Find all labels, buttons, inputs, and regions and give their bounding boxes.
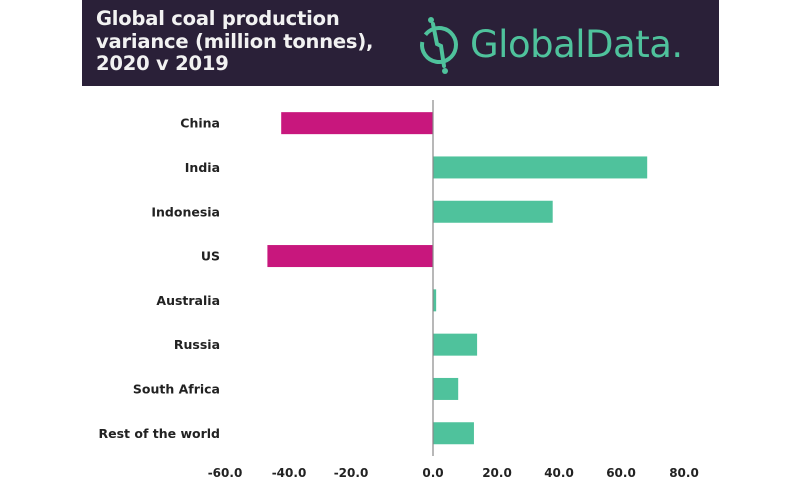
x-tick-label: 20.0 [482, 466, 512, 480]
bar-us [267, 245, 433, 268]
chart-header: Global coal production variance (million… [82, 0, 719, 86]
category-label: China [180, 116, 220, 131]
bar-rest-of-the-world [433, 422, 474, 445]
title-line-2: variance (million tonnes), [96, 29, 374, 53]
x-tick-label: 40.0 [544, 466, 574, 480]
x-tick-label: 60.0 [606, 466, 636, 480]
chart-title: Global coal production variance (million… [96, 7, 426, 76]
bar-south-africa [433, 377, 459, 400]
category-label: India [185, 160, 220, 175]
bar-australia [433, 289, 437, 312]
bar-indonesia [433, 200, 553, 223]
category-label: US [201, 249, 220, 264]
globaldata-logo: GlobalData. [416, 14, 683, 74]
bar-china [281, 112, 433, 135]
title-line-3: 2020 v 2019 [96, 52, 229, 75]
bar-russia [433, 333, 478, 356]
globaldata-logo-icon [420, 17, 458, 74]
bar-india [433, 156, 648, 179]
category-label: Australia [156, 293, 220, 308]
category-label: Russia [174, 337, 220, 352]
category-label: South Africa [133, 381, 220, 396]
title-line-1: Global coal production [96, 7, 340, 30]
x-tick-label: 80.0 [669, 466, 699, 480]
x-tick-label: -40.0 [272, 466, 307, 480]
category-label: Indonesia [151, 204, 220, 219]
x-tick-label: 0.0 [422, 466, 443, 480]
x-tick-label: -60.0 [208, 466, 243, 480]
logo-text: GlobalData. [470, 22, 683, 66]
x-tick-label: -20.0 [334, 466, 369, 480]
category-label: Rest of the world [99, 426, 220, 441]
